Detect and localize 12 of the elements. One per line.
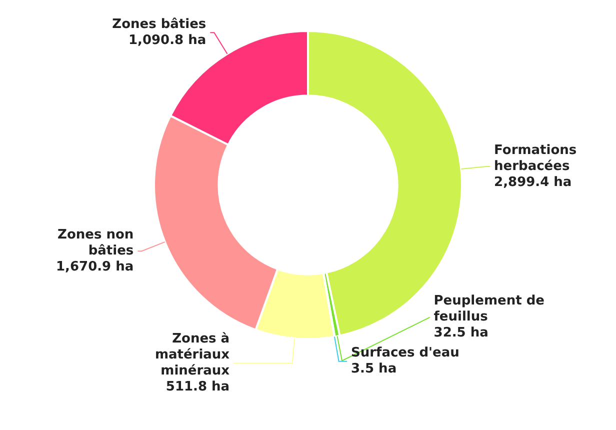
data-label: 2,899.4 ha <box>494 174 572 190</box>
slice-label: Zones à matériaux minéraux <box>154 332 230 379</box>
data-label: 32.5 ha <box>434 326 488 341</box>
data-label: 3.5 ha <box>351 362 397 377</box>
slice-label: Surfaces d'eau <box>351 346 460 361</box>
data-label: 1,670.9 ha <box>56 260 134 275</box>
slice-label: Zones bâties <box>112 16 206 32</box>
slice-label: Formations herbacées <box>494 142 577 174</box>
data-label: 1,090.8 ha <box>128 32 206 48</box>
data-label: 511.8 ha <box>166 380 230 395</box>
slice-label: Peuplement de feuillus <box>434 294 545 325</box>
slice-label: Zones non bâties <box>58 228 134 259</box>
